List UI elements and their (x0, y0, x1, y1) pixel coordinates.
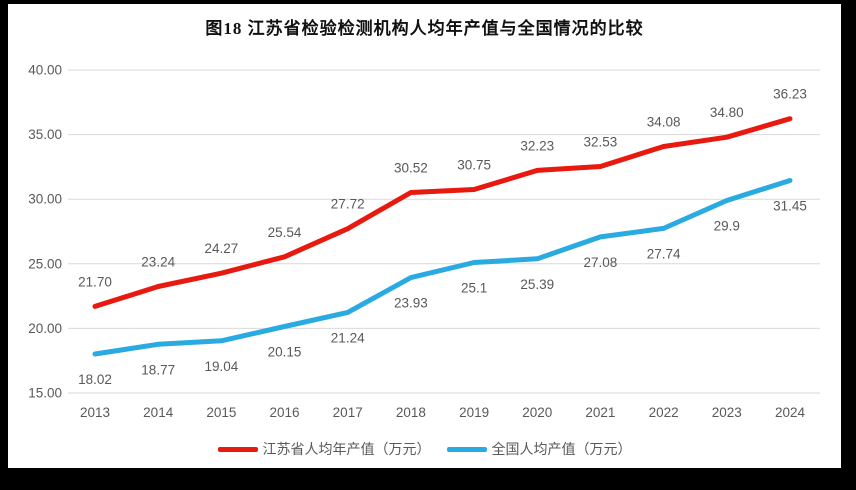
data-label: 23.93 (394, 296, 428, 311)
data-label: 29.9 (714, 219, 740, 234)
y-tick-label: 25.00 (28, 256, 62, 271)
series-line (92, 116, 793, 309)
legend-label-jiangsu: 江苏省人均年产值（万元） (262, 441, 431, 457)
x-tick-label: 2015 (206, 405, 236, 420)
y-tick-label: 20.00 (28, 321, 62, 336)
data-label: 32.53 (584, 135, 618, 150)
data-label: 34.08 (647, 115, 681, 130)
x-tick-label: 2013 (80, 405, 110, 420)
x-tick-label: 2021 (585, 405, 615, 420)
legend-item-national: 全国人均产值（万元） (446, 439, 632, 459)
data-label: 27.74 (647, 246, 681, 261)
legend-swatch-red (217, 446, 258, 452)
x-tick-label: 2020 (522, 405, 552, 420)
data-label: 32.23 (520, 138, 554, 153)
data-label: 21.70 (78, 274, 112, 289)
x-tick-label: 2023 (712, 405, 742, 420)
data-label: 21.24 (331, 330, 365, 345)
data-label: 25.54 (268, 225, 302, 240)
line-chart: 40.00 35.00 30.00 25.00 20.00 15.00 2013 2014 20… (28, 63, 820, 420)
y-tick-label: 40.00 (28, 63, 62, 78)
data-label: 25.39 (520, 277, 554, 292)
series-line (92, 178, 793, 357)
x-tick-label: 2022 (649, 405, 679, 420)
data-label: 25.1 (461, 281, 487, 296)
y-tick-label: 30.00 (28, 192, 62, 207)
chart-legend: 江苏省人均年产值（万元） 全国人均产值（万元） (8, 438, 841, 460)
data-label: 18.77 (141, 362, 175, 377)
data-label: 30.75 (457, 158, 491, 173)
legend-swatch-blue (446, 446, 487, 452)
data-label: 27.72 (331, 197, 365, 212)
x-tick-label: 2017 (333, 405, 363, 420)
data-label: 30.52 (394, 161, 428, 176)
data-label: 19.04 (205, 359, 239, 374)
x-tick-label: 2018 (396, 405, 426, 420)
data-label: 36.23 (773, 87, 807, 102)
data-label: 34.80 (710, 105, 744, 120)
data-label: 31.45 (773, 199, 807, 214)
chart-page: 图18 江苏省检验检测机构人均年产值与全国情况的比较 40.00 35.00 30.… (8, 4, 841, 468)
data-label: 18.02 (78, 372, 112, 387)
x-tick-label: 2014 (143, 405, 174, 420)
data-label: 24.27 (205, 241, 239, 256)
legend-item-jiangsu: 江苏省人均年产值（万元） (217, 439, 431, 459)
data-label: 23.24 (141, 255, 175, 270)
x-tick-label: 2019 (459, 405, 489, 420)
data-label: 27.08 (584, 255, 618, 270)
x-tick-label: 2016 (269, 405, 299, 420)
x-tick-label: 2024 (775, 405, 806, 420)
y-tick-label: 35.00 (28, 127, 62, 142)
legend-label-national: 全国人均产值（万元） (491, 441, 632, 457)
chart-title: 图18 江苏省检验检测机构人均年产值与全国情况的比较 (205, 19, 644, 38)
y-tick-label: 15.00 (28, 386, 62, 401)
data-label: 20.15 (268, 345, 302, 360)
